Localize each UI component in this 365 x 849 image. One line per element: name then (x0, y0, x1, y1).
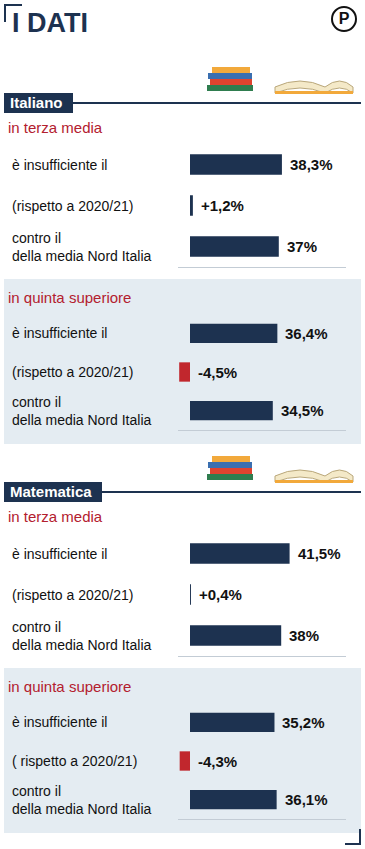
svg-text:contro ildella media Nord Ital: contro ildella media Nord Italia (12, 619, 152, 653)
html-text:in quinta superiore: in quinta superiore (8, 289, 132, 306)
svg-text:36,1%: 36,1% (285, 791, 328, 808)
html-text:in quinta superiore: in quinta superiore (8, 678, 132, 695)
svg-text:è insufficiente il: è insufficiente il (12, 714, 107, 730)
svg-text:è insufficiente il: è insufficiente il (12, 157, 107, 173)
svg-text:37%: 37% (287, 238, 317, 255)
svg-text:contro ildella media Nord Ital: contro ildella media Nord Italia (12, 230, 152, 264)
svg-text:(rispetto a 2020/21): (rispetto a 2020/21) (12, 364, 133, 380)
svg-text:(rispetto a 2020/21): (rispetto a 2020/21) (12, 198, 133, 214)
html-text:in terza media: in terza media (8, 119, 103, 136)
svg-text:è insufficiente il: è insufficiente il (12, 546, 107, 562)
svg-text:36,4%: 36,4% (285, 325, 328, 342)
svg-text:(rispetto a 2020/21): (rispetto a 2020/21) (12, 587, 133, 603)
html-text:in terza media: in terza media (8, 508, 103, 525)
svg-text:contro ildella media Nord Ital: contro ildella media Nord Italia (12, 394, 152, 428)
svg-text:41,5%: 41,5% (298, 545, 341, 562)
svg-text:è insufficiente il: è insufficiente il (12, 325, 107, 341)
html-text:Italiano: Italiano (10, 94, 63, 111)
svg-text:35,2%: 35,2% (282, 714, 325, 731)
html-text:P: P (338, 10, 350, 27)
svg-text:38%: 38% (289, 627, 319, 644)
html-text:Matematica: Matematica (10, 483, 92, 500)
svg-text:+1,2%: +1,2% (201, 197, 244, 214)
svg-text:contro ildella media Nord Ital: contro ildella media Nord Italia (12, 783, 152, 817)
svg-text:( rispetto a 2020/21): ( rispetto a 2020/21) (12, 753, 137, 769)
svg-text:+0,4%: +0,4% (199, 586, 242, 603)
svg-text:-4,3%: -4,3% (198, 753, 237, 770)
svg-text:-4,5%: -4,5% (198, 364, 237, 381)
svg-text:34,5%: 34,5% (281, 402, 324, 419)
svg-text:38,3%: 38,3% (290, 156, 333, 173)
html-text:I DATI: I DATI (12, 8, 88, 38)
